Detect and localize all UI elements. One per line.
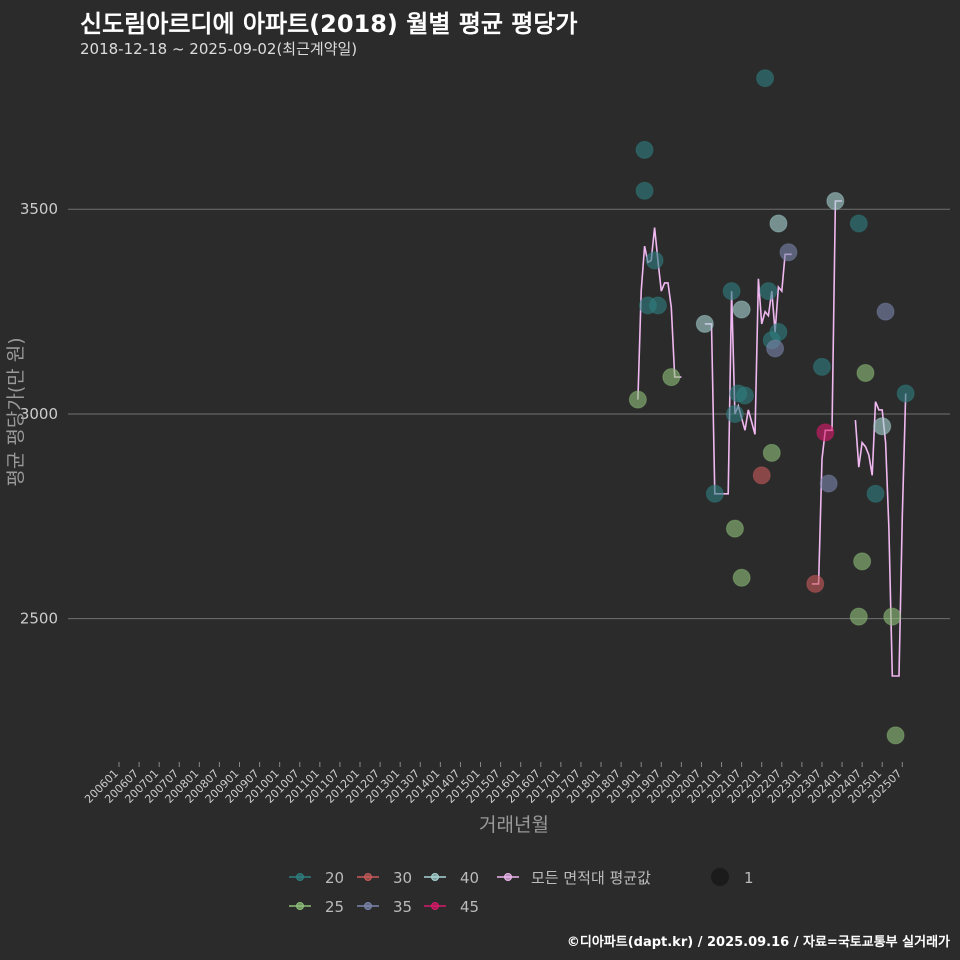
- legend-key-dot: [296, 873, 304, 881]
- average-line: [811, 200, 843, 585]
- point-20: [648, 296, 667, 315]
- point-20: [645, 251, 664, 270]
- point-40: [695, 314, 714, 333]
- chart-title: 신도림아르디에 아파트(2018) 월별 평균 평당가: [80, 10, 578, 38]
- grid-lines: [68, 208, 950, 620]
- point-25: [886, 726, 905, 745]
- x-axis-label: 거래년월: [479, 814, 549, 836]
- point-25: [883, 607, 902, 626]
- y-tick-label: 2500: [20, 610, 58, 628]
- point-20: [812, 357, 831, 376]
- legend-size-label: 1: [744, 869, 754, 887]
- point-40: [769, 214, 788, 233]
- point-35: [819, 474, 838, 493]
- legend-label-35: 35: [393, 898, 412, 916]
- point-20: [722, 282, 741, 301]
- scatter-points: [628, 69, 915, 745]
- y-axis-ticks: 2500 3000 3500: [20, 200, 58, 627]
- average-line: [854, 393, 907, 677]
- point-20: [635, 181, 654, 200]
- legend-label-20: 20: [325, 869, 344, 887]
- legend-label-45: 45: [460, 898, 479, 916]
- point-20: [725, 404, 744, 423]
- average-line-group: [637, 200, 907, 677]
- point-35: [779, 243, 798, 262]
- point-20: [705, 484, 724, 503]
- point-40: [826, 192, 845, 211]
- legend-label-25: 25: [325, 898, 344, 916]
- point-30: [806, 574, 825, 593]
- legend-size-dot: [711, 868, 729, 886]
- legend: 20 30 40 25 35 45 모든 면적대 평균값 1: [289, 868, 754, 916]
- point-20: [635, 140, 654, 159]
- point-40: [873, 417, 892, 436]
- y-tick-label: 3000: [20, 405, 58, 423]
- legend-key-dot: [364, 902, 372, 910]
- legend-key-dot: [364, 873, 372, 881]
- x-axis-ticks: 2006012006072007012007072008012008072009…: [82, 762, 904, 806]
- point-25: [762, 443, 781, 462]
- point-25: [732, 568, 751, 587]
- point-20: [849, 214, 868, 233]
- chart-subtitle: 2018-12-18 ~ 2025-09-02(최근계약일): [80, 40, 358, 58]
- point-35: [876, 302, 895, 321]
- legend-key-dot: [431, 873, 439, 881]
- point-25: [662, 368, 681, 387]
- point-35: [766, 339, 785, 358]
- source-caption: ©디아파트(dapt.kr) / 2025.09.16 / 자료=국토교통부 실…: [566, 935, 950, 950]
- point-20: [769, 323, 788, 342]
- legend-key-dot: [431, 902, 439, 910]
- point-25: [628, 390, 647, 409]
- legend-avg-label: 모든 면적대 평균값: [531, 869, 651, 887]
- point-45: [816, 423, 835, 442]
- legend-avg-dot: [504, 873, 512, 881]
- point-30: [752, 466, 771, 485]
- point-20: [756, 69, 775, 88]
- point-25: [856, 364, 875, 383]
- point-40: [732, 300, 751, 319]
- y-tick-label: 3500: [20, 200, 58, 218]
- legend-label-30: 30: [393, 869, 412, 887]
- point-20: [896, 384, 915, 403]
- point-25: [725, 519, 744, 538]
- point-20: [759, 282, 778, 301]
- point-25: [849, 607, 868, 626]
- y-axis-label: 평균 평당가(만 원): [5, 337, 27, 486]
- point-20: [735, 386, 754, 405]
- legend-label-40: 40: [460, 869, 479, 887]
- point-20: [866, 484, 885, 503]
- point-25: [853, 552, 872, 571]
- legend-key-dot: [296, 902, 304, 910]
